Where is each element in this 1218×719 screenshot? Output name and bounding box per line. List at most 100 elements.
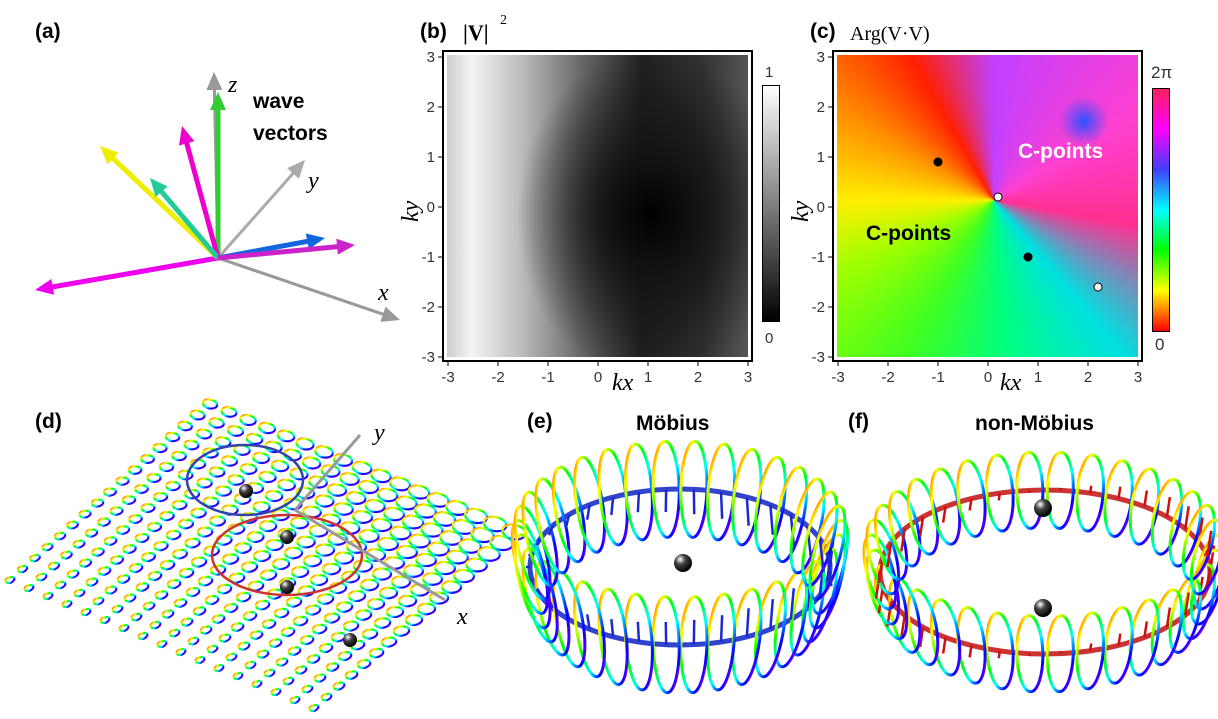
polarization-loop <box>29 553 41 563</box>
polarization-loop <box>196 477 213 489</box>
polarization-loop <box>306 654 321 664</box>
polarization-loop <box>482 515 508 533</box>
x-tick-label: -3 <box>441 369 454 386</box>
polarization-loop <box>264 440 283 454</box>
polarization-arrow <box>1205 530 1213 558</box>
polarization-arrow <box>900 528 906 552</box>
polarization-loop <box>275 657 289 667</box>
polarization-loop <box>370 468 392 484</box>
polarization-loop <box>390 575 412 589</box>
polarization-loop <box>314 445 334 459</box>
polarization-loop <box>261 618 277 630</box>
axis-label: y <box>372 420 385 446</box>
arrowhead <box>35 279 55 295</box>
sphere <box>674 554 692 572</box>
polarization-loop <box>214 485 233 497</box>
heatmap-c <box>837 55 1138 357</box>
c-point <box>1023 252 1033 262</box>
polarization-loop <box>308 703 320 713</box>
polarization-arrow <box>918 627 925 648</box>
polarization-loop <box>440 580 463 594</box>
polarization-arrow <box>900 614 906 638</box>
annotation: C-points <box>1018 140 1103 163</box>
polarization-loop <box>333 502 354 516</box>
x-tick-label: 2 <box>694 369 702 386</box>
x-label: kx <box>612 370 634 396</box>
polarization-loop <box>534 477 571 575</box>
panel-label: (d) <box>35 410 62 433</box>
polarization-arrow <box>997 492 1002 501</box>
polarization-loop <box>408 533 431 549</box>
polarization-loop <box>345 491 367 505</box>
polarization-loop <box>80 607 92 617</box>
polarization-loop <box>477 546 501 562</box>
polarization-loop <box>246 531 265 543</box>
polarization-loop <box>888 490 922 568</box>
polarization-loop <box>146 521 163 533</box>
polarization-loop <box>211 614 226 624</box>
polarization-loop <box>251 451 271 465</box>
polarization-loop <box>164 431 181 443</box>
polarization-loop <box>47 561 61 571</box>
polarization-loop <box>154 590 169 600</box>
polarization-loop <box>282 676 295 686</box>
polarization-loop <box>434 560 456 576</box>
polarization-loop <box>289 695 301 705</box>
polarization-arrow <box>826 552 833 587</box>
polarization-loop <box>252 549 272 563</box>
polarization-loop <box>364 548 387 562</box>
polarization-arrow <box>918 516 925 537</box>
polarization-loop <box>206 644 219 654</box>
sphere <box>1034 499 1052 517</box>
polarization-loop <box>153 540 169 552</box>
y-tick-label: -1 <box>422 249 435 266</box>
polarization-loop <box>427 541 450 557</box>
polarization-loop <box>318 642 334 654</box>
panel-label: (b) <box>420 20 447 43</box>
title: Möbius <box>636 412 710 435</box>
polarization-loop <box>97 566 112 576</box>
polarization-loop <box>122 544 137 554</box>
polarization-loop <box>247 580 265 592</box>
c-point <box>933 157 943 167</box>
polarization-arrow <box>997 650 1002 659</box>
annotation: vectors <box>253 122 328 145</box>
polarization-loop <box>134 484 149 494</box>
polarization-loop <box>192 606 207 616</box>
polarization-loop <box>354 609 373 621</box>
axis-label: x <box>377 280 389 306</box>
polarization-loop <box>287 646 302 656</box>
polarization-loop <box>1075 611 1105 691</box>
polarization-loop <box>111 604 124 614</box>
polarization-loop <box>190 507 207 519</box>
polarization-loop <box>53 531 67 541</box>
polarization-loop <box>404 613 424 627</box>
polarization-loop <box>651 439 681 539</box>
polarization-loop <box>254 599 271 611</box>
polarization-loop <box>116 574 131 584</box>
polarization-loop <box>265 538 284 552</box>
polarization-loop <box>292 615 309 627</box>
polarization-loop <box>397 594 418 608</box>
polarization-loop <box>332 681 346 691</box>
polarization-arrow <box>1165 607 1172 628</box>
polarization-loop <box>41 542 54 552</box>
polarization-loop <box>573 455 606 554</box>
polarization-loop <box>301 684 314 694</box>
polarization-loop <box>242 610 258 622</box>
polarization-loop <box>171 499 188 511</box>
polarization-loop <box>177 420 193 432</box>
vector <box>108 154 220 260</box>
polarization-loop <box>183 488 201 500</box>
polarization-loop <box>258 519 278 533</box>
polarization-loop <box>320 692 333 702</box>
polarization-loop <box>1150 588 1184 667</box>
polarization-loop <box>127 465 143 475</box>
x-tick-label: -3 <box>831 369 844 386</box>
polarization-loop <box>420 522 444 538</box>
polarization-loop <box>257 421 277 435</box>
polarization-loop <box>1045 450 1075 530</box>
polarization-loop <box>252 500 271 514</box>
polarization-loop <box>54 580 67 590</box>
annotation: C-points <box>866 222 951 245</box>
